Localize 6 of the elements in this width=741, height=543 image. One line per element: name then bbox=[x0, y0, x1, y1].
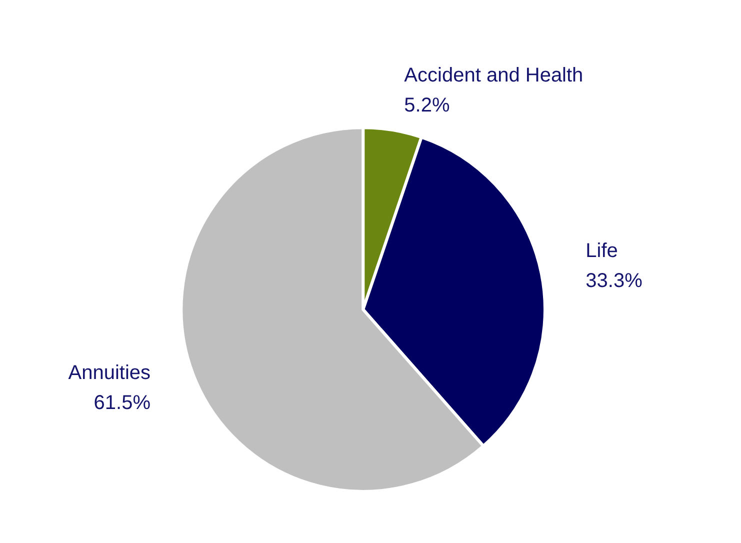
data-label: 33.3% bbox=[586, 270, 643, 292]
data-label: 61.5% bbox=[94, 392, 151, 414]
slice-label: Accident and Health bbox=[404, 64, 584, 87]
data-label: 5.2% bbox=[404, 94, 450, 117]
slice-label: Annuities bbox=[68, 362, 151, 384]
slice-label: Life bbox=[586, 240, 618, 262]
